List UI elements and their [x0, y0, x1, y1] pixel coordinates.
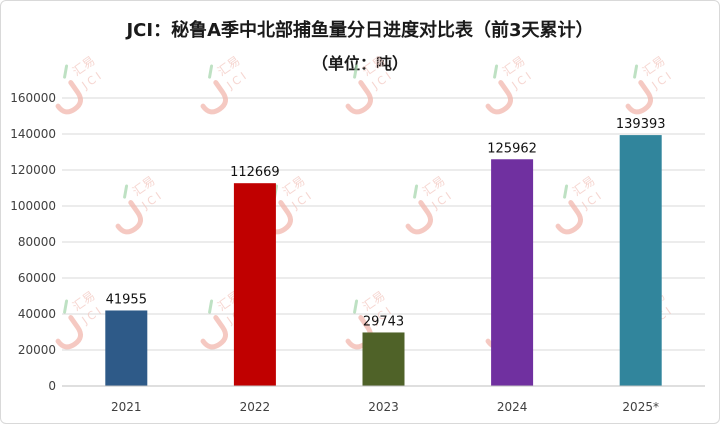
watermark-accent-shape	[493, 64, 499, 79]
bar-2021	[105, 310, 148, 386]
watermark-accent-shape	[413, 184, 419, 199]
watermark-hook-shape	[485, 80, 514, 115]
x-tick-label: 2022	[240, 400, 271, 414]
y-tick-label: 0	[48, 379, 56, 393]
bar-2022	[233, 183, 276, 386]
y-tick-label: 100000	[10, 199, 56, 213]
watermark-accent-shape	[353, 299, 359, 314]
x-tick-label: 2023	[368, 400, 399, 414]
gridlines	[62, 97, 705, 351]
chart-title: JCI：秘鲁A季中北部捕鱼量分日进度对比表（前3天累计）	[126, 20, 594, 41]
chart-subtitle: （单位：吨）	[311, 54, 408, 73]
y-tick-label: 120000	[10, 163, 56, 177]
bars	[105, 135, 662, 386]
y-tick-label: 60000	[18, 271, 56, 285]
watermark-accent-shape	[208, 64, 214, 79]
bar-2024	[491, 159, 534, 386]
data-label: 139393	[616, 117, 666, 132]
watermark-accent-shape	[563, 184, 569, 199]
watermark-accent-shape	[123, 184, 129, 199]
watermark-hook-shape	[55, 80, 84, 115]
watermark-hook-shape	[405, 200, 434, 235]
data-label: 125962	[487, 141, 537, 156]
bar-2023	[362, 332, 405, 386]
y-tick-label: 160000	[10, 91, 56, 105]
watermark-accent-shape	[353, 64, 359, 79]
y-tick-label: 140000	[10, 127, 56, 141]
watermark-accent-shape	[63, 299, 69, 314]
watermark-accent-shape	[633, 64, 639, 79]
data-labels: 41955 112669 29743 125962 139393	[106, 117, 666, 329]
y-tick-label: 40000	[18, 307, 56, 321]
data-label: 41955	[106, 292, 147, 307]
data-label: 112669	[230, 165, 280, 180]
x-tick-label: 2021	[111, 400, 142, 414]
y-axis: 0 20000 40000 60000 80000 100000 120000 140000 1…	[10, 91, 56, 393]
x-axis: 2021 2022 2023 2024 2025*	[62, 385, 705, 414]
y-tick-label: 80000	[18, 235, 56, 249]
watermark-hook-shape	[555, 200, 584, 235]
y-tick-label: 20000	[18, 343, 56, 357]
watermark-hook-shape	[200, 315, 229, 350]
watermark-hook-shape	[625, 80, 654, 115]
data-label: 29743	[363, 314, 404, 329]
x-tick-label: 2024	[497, 400, 528, 414]
watermark-hook-shape	[200, 80, 229, 115]
x-tick-label: 2025*	[622, 400, 659, 414]
watermark-hook-shape	[55, 315, 84, 350]
watermark-hook-shape	[345, 80, 374, 115]
watermark-hook-shape	[115, 200, 144, 235]
watermark-accent-shape	[63, 64, 69, 79]
watermark-accent-shape	[208, 299, 214, 314]
bar-2025	[619, 135, 662, 386]
